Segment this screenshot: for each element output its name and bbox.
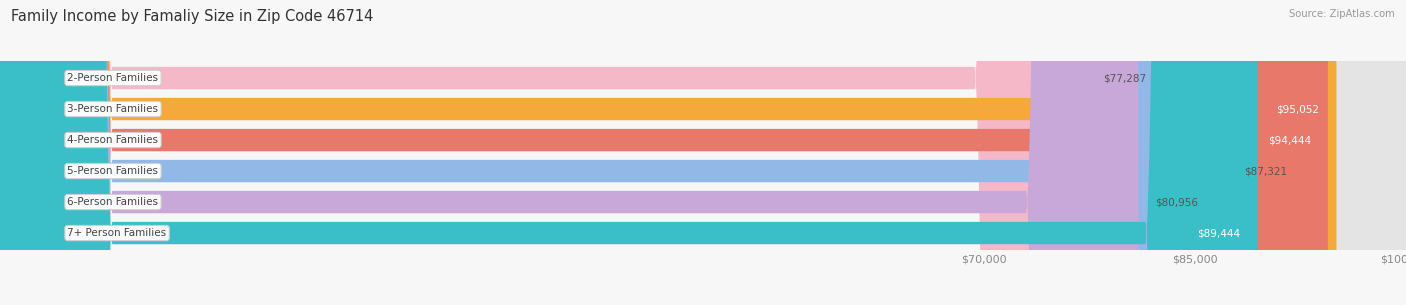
Text: 6-Person Families: 6-Person Families [67, 197, 159, 207]
Text: $80,956: $80,956 [1156, 197, 1198, 207]
Text: Family Income by Famaliy Size in Zip Code 46714: Family Income by Famaliy Size in Zip Cod… [11, 9, 374, 24]
Text: $94,444: $94,444 [1268, 135, 1310, 145]
Text: 5-Person Families: 5-Person Families [67, 166, 159, 176]
FancyBboxPatch shape [0, 0, 1139, 305]
Text: 7+ Person Families: 7+ Person Families [67, 228, 167, 238]
Text: $87,321: $87,321 [1244, 166, 1288, 176]
FancyBboxPatch shape [0, 0, 1337, 305]
FancyBboxPatch shape [0, 0, 1087, 305]
FancyBboxPatch shape [0, 0, 1327, 305]
FancyBboxPatch shape [0, 0, 1227, 305]
Text: 4-Person Families: 4-Person Families [67, 135, 159, 145]
Text: Source: ZipAtlas.com: Source: ZipAtlas.com [1289, 9, 1395, 19]
Text: 3-Person Families: 3-Person Families [67, 104, 159, 114]
Text: $95,052: $95,052 [1277, 104, 1320, 114]
Text: $89,444: $89,444 [1198, 228, 1240, 238]
Text: 2-Person Families: 2-Person Families [67, 73, 159, 83]
Text: $77,287: $77,287 [1104, 73, 1147, 83]
FancyBboxPatch shape [0, 0, 1257, 305]
